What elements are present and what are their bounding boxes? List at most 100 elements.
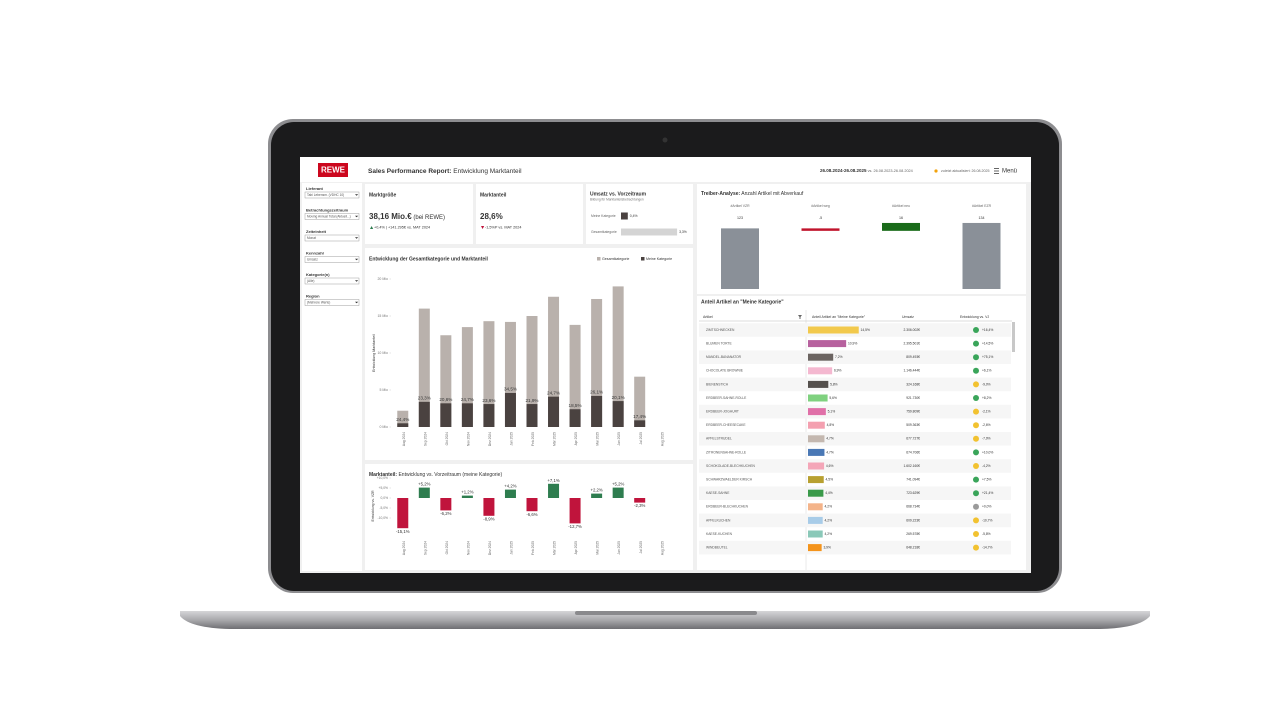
waterfall-bar <box>962 222 1001 289</box>
kpi-card <box>476 184 583 244</box>
row-name: ZITRONENSAHNE-ROLLE <box>706 450 747 454</box>
bar <box>526 404 538 427</box>
share-bar <box>808 530 823 538</box>
column-header: Anteil Artikel an "Meine Kategorie" <box>812 315 866 319</box>
revenue: 677.727€ <box>906 437 920 441</box>
row-stripe <box>699 540 1011 555</box>
share-label: 24,7% <box>547 390 560 395</box>
bar <box>504 321 516 427</box>
filter-dropdown[interactable] <box>304 213 360 220</box>
trend-indicator <box>973 490 979 497</box>
chart-title: Marktanteil: Entwicklung vs. Vorzeitraum… <box>369 472 502 478</box>
bar-name: Gesamtkategorie <box>591 230 617 234</box>
bar-label: 3,3% <box>679 230 687 234</box>
period: 26.08.2024-26.08.2025 vs. 26.08.2023-26.… <box>820 168 913 173</box>
share-bar <box>808 489 824 497</box>
title-bold: Marktanteil: <box>369 472 397 478</box>
bar <box>418 487 430 498</box>
row-name: SCHWARZWAELDER KIRSCH <box>706 477 753 481</box>
x-tick-label: Apr 2025 <box>574 541 578 555</box>
bar <box>440 335 452 427</box>
filter-label: Kategorie(n) <box>306 272 330 277</box>
bar <box>548 396 560 427</box>
kpi-value: 38,16 Mio.€ (bei REWE) <box>369 212 445 221</box>
value-label: +7,1% <box>547 478 559 483</box>
share-label: 23,3% <box>418 396 431 401</box>
scrollbar[interactable] <box>1012 322 1015 352</box>
bar <box>634 498 646 503</box>
share-bar <box>808 435 825 443</box>
filter-label: Kennzahl <box>306 251 324 256</box>
bar <box>569 324 581 427</box>
share-label: 20,6% <box>439 397 452 402</box>
column-header: Entwicklung vs. VJ <box>960 315 989 319</box>
row-stripe <box>699 432 1011 446</box>
kpi-suffix: (bei REWE) <box>412 215 445 221</box>
share-label: 7,2% <box>835 355 843 359</box>
filter-dropdown[interactable] <box>304 191 360 199</box>
axis-label: Entwicklung vs. VZR <box>371 490 375 522</box>
share-label: 4,5% <box>826 477 834 481</box>
filter-dropdown[interactable] <box>304 256 360 263</box>
bar <box>483 498 495 516</box>
bar <box>418 401 430 427</box>
bar <box>548 483 560 498</box>
x-tick-label: Jul 2025 <box>639 541 643 554</box>
trend-indicator <box>973 517 979 524</box>
menu[interactable]: Menü <box>1002 169 1017 175</box>
kpi-card <box>365 184 473 244</box>
share-bar <box>808 394 828 402</box>
value-label: -12,7% <box>568 524 582 529</box>
kpi-change: +0,4% | +141.295€ vs. MAT 2024 <box>374 226 430 230</box>
row-name: APFELSTRUDEL <box>706 437 732 441</box>
x-tick-label: Jan 2025 <box>510 432 514 446</box>
row-name: ERDBEER-BLECHKUCHEN <box>706 505 749 509</box>
value-label: -8,9% <box>483 516 494 521</box>
share-label: 17,4% <box>633 414 646 419</box>
x-tick-label: Feb 2025 <box>531 432 535 446</box>
share-bar <box>808 380 829 388</box>
filter-icon[interactable] <box>798 315 802 319</box>
filter-dropdown[interactable] <box>304 234 360 242</box>
filter-dropdown[interactable] <box>304 299 360 306</box>
value-label: -6,2% <box>440 511 451 516</box>
share-label: 4,7% <box>826 450 834 454</box>
filter-value: Umsatz <box>307 257 318 261</box>
menu-icon[interactable] <box>994 168 999 174</box>
share-label: 4,2% <box>825 505 833 509</box>
share-label: 24,4% <box>396 417 409 422</box>
filter-value: (Alle) <box>307 279 314 283</box>
x-tick-label: Sep 2024 <box>423 432 427 446</box>
trend-indicator <box>973 395 979 401</box>
filter-dropdown[interactable] <box>304 277 360 285</box>
share-bar <box>808 448 825 456</box>
value-label: +5,2% <box>612 482 624 487</box>
dropdown-arrow <box>355 301 359 304</box>
share-label: 14,5% <box>861 328 870 332</box>
row-name: SCHOKOLADE-BLECHKUCHEN <box>706 464 756 468</box>
share-bar <box>808 367 833 375</box>
revenue: 2.306.002€ <box>903 328 920 332</box>
share-label: 5,6% <box>829 396 837 400</box>
y-tick-label: 0 Mio <box>379 425 388 429</box>
chart-title: Entwicklung der Gesamtkategorie und Mark… <box>369 256 489 262</box>
row-stripe <box>699 486 1011 500</box>
x-tick-label: Aug 2025 <box>660 541 664 555</box>
dashboard: Lieferant Tabi Lebensm. (VDHC 10) Betracht… <box>304 186 1015 570</box>
x-tick-label: Nov 2024 <box>466 541 470 555</box>
change: +7,5% <box>982 477 992 481</box>
row-name: BLUMEN TORTE <box>706 341 732 345</box>
bar <box>621 228 678 236</box>
bar <box>440 403 452 427</box>
revenue: 509.363€ <box>906 423 920 427</box>
legend-swatch <box>597 257 601 261</box>
waterfall-bar <box>801 228 840 231</box>
change: -2,1% <box>982 409 991 413</box>
row-stripe <box>699 404 1011 419</box>
bar <box>569 498 581 524</box>
bar <box>504 489 516 498</box>
title-rest: Entwicklung Marktanteil <box>451 168 522 175</box>
share-label: 4,2% <box>825 532 833 536</box>
revenue: 1.146.444€ <box>903 369 920 373</box>
